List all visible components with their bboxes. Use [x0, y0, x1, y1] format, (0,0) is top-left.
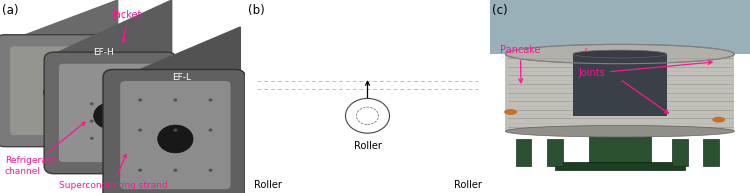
Text: Pancake: Pancake [500, 45, 541, 83]
Ellipse shape [506, 125, 734, 137]
Circle shape [44, 81, 74, 105]
Circle shape [90, 119, 94, 123]
FancyBboxPatch shape [573, 54, 667, 116]
Bar [516, 139, 532, 166]
Text: Jacket: Jacket [112, 10, 142, 42]
Bar [490, 0, 750, 54]
Polygon shape [5, 0, 118, 135]
Circle shape [173, 98, 177, 102]
Text: EF-H: EF-H [93, 48, 114, 57]
Circle shape [94, 103, 127, 129]
Text: (c): (c) [492, 4, 508, 17]
FancyBboxPatch shape [506, 54, 734, 131]
Text: Superconducting strand: Superconducting strand [58, 154, 167, 190]
Ellipse shape [506, 44, 734, 64]
Polygon shape [54, 0, 172, 162]
FancyBboxPatch shape [120, 81, 230, 189]
Text: Refrigerant
channel: Refrigerant channel [5, 122, 85, 176]
Text: Roller: Roller [254, 180, 281, 190]
FancyBboxPatch shape [58, 64, 162, 162]
FancyBboxPatch shape [0, 35, 123, 147]
Circle shape [90, 102, 94, 105]
Circle shape [119, 119, 124, 123]
Circle shape [158, 125, 193, 153]
Text: Roller: Roller [454, 180, 482, 190]
Circle shape [209, 129, 212, 132]
Polygon shape [112, 27, 240, 189]
Text: Roller: Roller [353, 141, 382, 151]
Text: CS: CS [12, 20, 26, 30]
Text: (b): (b) [248, 4, 265, 17]
Circle shape [138, 98, 142, 102]
Circle shape [138, 169, 142, 172]
Circle shape [173, 129, 177, 132]
Text: ‹: ‹ [584, 45, 588, 55]
Circle shape [346, 98, 389, 133]
Bar [547, 139, 562, 166]
Text: R: R [0, 192, 1, 193]
FancyBboxPatch shape [44, 52, 176, 174]
Text: Joints: Joints [578, 61, 712, 78]
FancyBboxPatch shape [10, 46, 108, 135]
Bar [555, 162, 685, 170]
Bar [589, 129, 651, 166]
Circle shape [138, 129, 142, 132]
Bar [672, 139, 688, 166]
FancyBboxPatch shape [103, 69, 245, 193]
Circle shape [173, 169, 177, 172]
Text: (a): (a) [2, 4, 19, 17]
Circle shape [119, 102, 124, 105]
Ellipse shape [712, 117, 725, 123]
Ellipse shape [573, 50, 667, 58]
Circle shape [209, 98, 212, 102]
Text: EF-L: EF-L [172, 73, 190, 82]
Circle shape [119, 137, 124, 140]
Ellipse shape [504, 109, 517, 115]
Circle shape [90, 137, 94, 140]
Circle shape [209, 169, 212, 172]
Bar [704, 139, 718, 166]
